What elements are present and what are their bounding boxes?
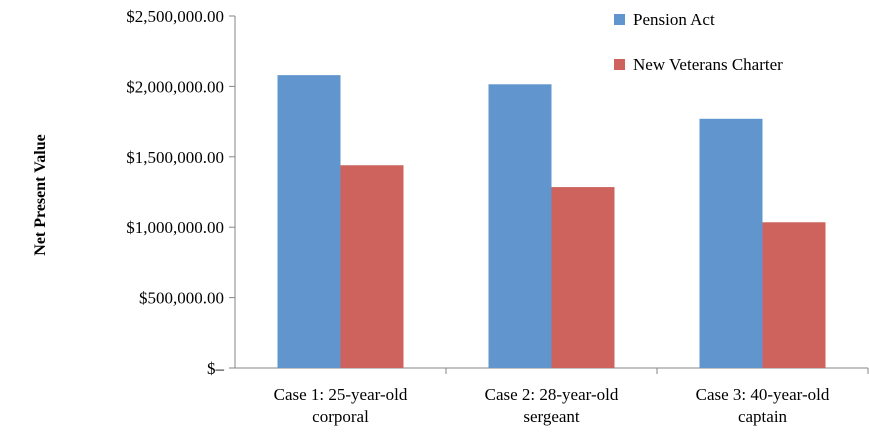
y-axis-label: Net Present Value <box>32 134 49 255</box>
legend-swatch <box>614 59 625 70</box>
bar-new-veterans-charter-1 <box>340 165 404 368</box>
legend-label: New Veterans Charter <box>633 55 783 74</box>
bar-pension-act-2 <box>488 84 552 369</box>
x-tick-label: Case 2: 28-year-old sergeant <box>485 385 619 426</box>
x-tick-labels: Case 1: 25-year-old corporal Case 2: 28-ye… <box>274 385 830 426</box>
bar-new-veterans-charter-2 <box>551 187 615 368</box>
legend: Pension Act New Veterans Charter <box>614 10 783 74</box>
x-tick-label: Case 1: 25-year-old corporal <box>274 385 408 426</box>
y-tick-label: $500,000.00 <box>139 289 224 308</box>
y-tick-label: $1,500,000.00 <box>126 148 224 167</box>
y-tick-label: $2,500,000.00 <box>126 7 224 26</box>
y-tick-label: $– <box>207 359 225 378</box>
y-tick-label: $1,000,000.00 <box>126 218 224 237</box>
x-tick-label: Case 3: 40-year-old captain <box>696 385 830 426</box>
bar-new-veterans-charter-3 <box>762 222 826 368</box>
y-tick-label: $2,000,000.00 <box>126 77 224 96</box>
legend-label: Pension Act <box>633 10 715 29</box>
bar-pension-act-1 <box>277 75 341 369</box>
y-tick-labels: $– $500,000.00 $1,000,000.00 $1,500,000.00 $… <box>126 7 224 378</box>
bar-pension-act-3 <box>699 118 763 368</box>
bars <box>277 75 826 369</box>
legend-swatch <box>614 14 625 25</box>
y-axis-label-group: Net Present Value <box>32 134 49 255</box>
